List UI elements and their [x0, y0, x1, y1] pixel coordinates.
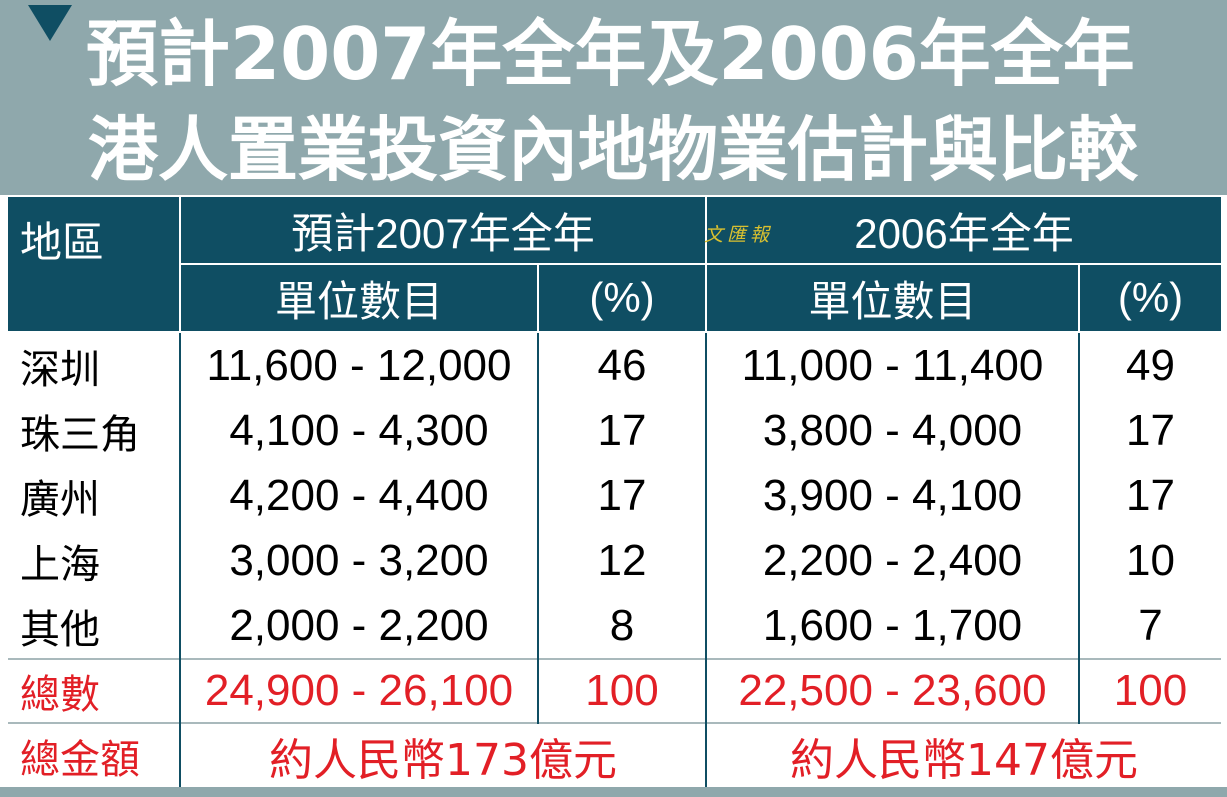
table-row: 其他 2,000 - 2,200 8 1,600 - 1,700 7: [8, 593, 1221, 659]
title-banner: 預計2007年全年及2006年全年 港人置業投資內地物業估計與比較: [0, 0, 1227, 195]
total-row: 總數 24,900 - 26,100 100 22,500 - 23,600 1…: [8, 658, 1221, 723]
header-region: 地區: [8, 197, 181, 333]
row-units-2007: 3,000 - 3,200: [179, 528, 539, 593]
amount-2006: 約人民幣147億元: [705, 722, 1221, 788]
row-units-2006: 3,900 - 4,100: [705, 463, 1080, 528]
row-pct-2007: 12: [537, 528, 707, 593]
amount-label: 總金額: [8, 722, 181, 788]
row-pct-2007: 8: [537, 593, 707, 659]
title-line-1: 預計2007年全年及2006年全年: [86, 12, 1135, 96]
table-row: 廣州 4,200 - 4,400 17 3,900 - 4,100 17: [8, 463, 1221, 528]
header-percent-2007: (%): [537, 264, 707, 333]
row-pct-2006: 7: [1078, 593, 1221, 659]
bottom-bar: [0, 787, 1227, 797]
newspaper-logo: 文匯報: [704, 224, 774, 246]
header-units-2006: 單位數目: [705, 264, 1080, 333]
triangle-marker-icon: [28, 5, 72, 41]
row-units-2007: 2,000 - 2,200: [179, 593, 539, 659]
row-units-2006: 3,800 - 4,000: [705, 398, 1080, 463]
header-percent-2006: (%): [1078, 264, 1221, 333]
row-pct-2007: 17: [537, 463, 707, 528]
row-pct-2007: 46: [537, 332, 707, 398]
row-region: 其他: [8, 593, 181, 659]
row-units-2007: 4,100 - 4,300: [179, 398, 539, 463]
row-region: 廣州: [8, 463, 181, 528]
row-pct-2006: 17: [1078, 398, 1221, 463]
header-units-2007: 單位數目: [180, 264, 539, 333]
table-row: 深圳 11,600 - 12,000 46 11,000 - 11,400 49: [8, 332, 1221, 398]
row-pct-2006: 10: [1078, 528, 1221, 593]
row-units-2007: 11,600 - 12,000: [179, 332, 539, 398]
table-row: 上海 3,000 - 3,200 12 2,200 - 2,400 10: [8, 528, 1221, 593]
row-pct-2006: 49: [1078, 332, 1221, 398]
row-units-2006: 1,600 - 1,700: [705, 593, 1080, 659]
total-units-2007: 24,900 - 26,100: [179, 658, 539, 723]
title-line-2: 港人置業投資內地物業估計與比較: [88, 109, 1138, 191]
amount-row: 總金額 約人民幣173億元 約人民幣147億元: [8, 722, 1221, 788]
header-period-2006: 2006年全年: [705, 197, 1221, 265]
row-units-2006: 2,200 - 2,400: [705, 528, 1080, 593]
row-region: 上海: [8, 528, 181, 593]
amount-2007: 約人民幣173億元: [179, 722, 707, 788]
comparison-table: 地區 預計2007年全年 2006年全年 單位數目 (%) 單位數目 (%) 深…: [8, 197, 1221, 788]
row-region: 珠三角: [8, 398, 181, 463]
row-units-2006: 11,000 - 11,400: [705, 332, 1080, 398]
row-pct-2006: 17: [1078, 463, 1221, 528]
row-units-2007: 4,200 - 4,400: [179, 463, 539, 528]
total-label: 總數: [8, 658, 181, 723]
total-pct-2007: 100: [537, 658, 707, 723]
table-row: 珠三角 4,100 - 4,300 17 3,800 - 4,000 17: [8, 398, 1221, 463]
header-period-2007: 預計2007年全年: [179, 197, 707, 265]
row-region: 深圳: [8, 332, 181, 398]
total-pct-2006: 100: [1078, 658, 1221, 723]
total-units-2006: 22,500 - 23,600: [705, 658, 1080, 723]
row-pct-2007: 17: [537, 398, 707, 463]
